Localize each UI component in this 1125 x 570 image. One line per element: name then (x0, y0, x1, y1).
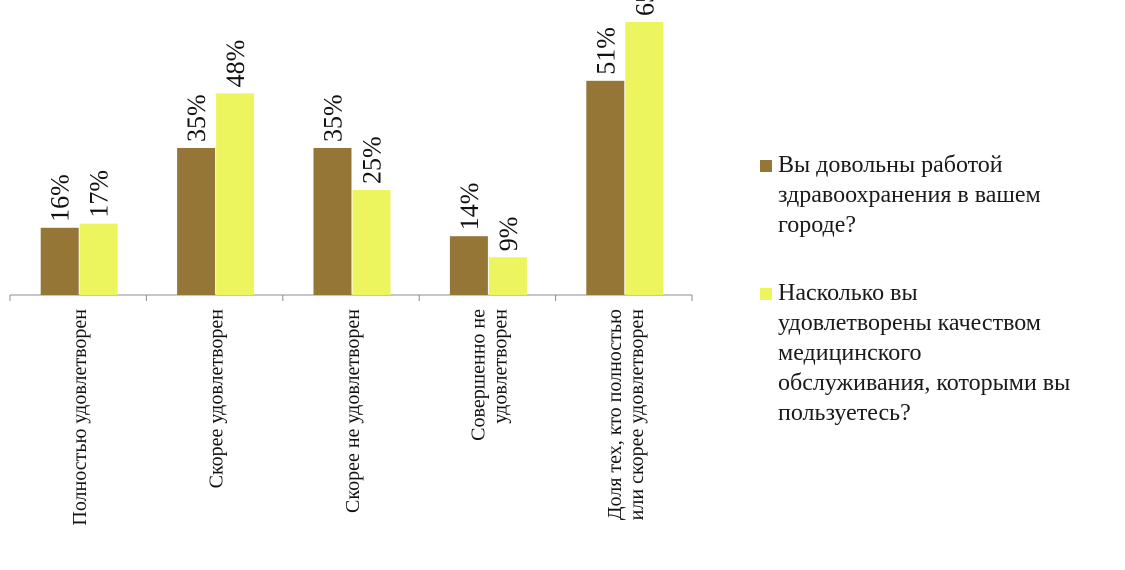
bar-service-quality (79, 223, 118, 295)
bar-city-healthcare (40, 227, 79, 295)
category-label: или скорее удовлетворен (626, 309, 648, 521)
legend-swatch-service-quality (760, 288, 772, 300)
data-label: 9% (494, 217, 523, 252)
legend-item-city-healthcare: Вы довольны работой здравоохранения в ва… (760, 150, 1120, 240)
data-label: 35% (182, 94, 211, 142)
data-label: 48% (221, 40, 250, 88)
bar-city-healthcare (313, 148, 352, 295)
legend-label-service-quality: Насколько вы удовлетворены качеством мед… (778, 280, 1071, 426)
bar-service-quality (216, 93, 255, 296)
bar-service-quality (625, 22, 664, 295)
bar-service-quality (352, 190, 391, 295)
legend: Вы довольны работой здравоохранения в ва… (760, 150, 1120, 466)
data-label: 65% (630, 0, 659, 16)
data-label: 16% (46, 174, 75, 222)
bar-service-quality (488, 257, 527, 295)
data-label: 14% (455, 183, 484, 231)
category-label: Полностью удовлетворен (69, 309, 91, 526)
category-label: Скорее удовлетворен (206, 309, 228, 489)
data-label: 25% (358, 136, 387, 184)
category-label: Совершенно не (467, 309, 489, 441)
bar-city-healthcare (177, 148, 216, 295)
bar-chart: 16% 17% Полностью удовлетворен 35% 48% Скорее… (9, 0, 693, 526)
data-label: 17% (85, 170, 114, 218)
bar-city-healthcare (449, 236, 488, 295)
category-label: удовлетворен (489, 309, 511, 424)
category-label: Скорее не удовлетворен (342, 309, 364, 513)
legend-item-service-quality: Насколько вы удовлетворены качеством мед… (760, 278, 1120, 428)
legend-label-city-healthcare: Вы довольны работой здравоохранения в ва… (778, 152, 1041, 238)
category-label: Доля тех, кто полностью (604, 309, 626, 520)
bar-city-healthcare (586, 80, 625, 295)
data-label: 51% (591, 27, 620, 75)
legend-swatch-city-healthcare (760, 160, 772, 172)
data-label: 35% (319, 94, 348, 142)
